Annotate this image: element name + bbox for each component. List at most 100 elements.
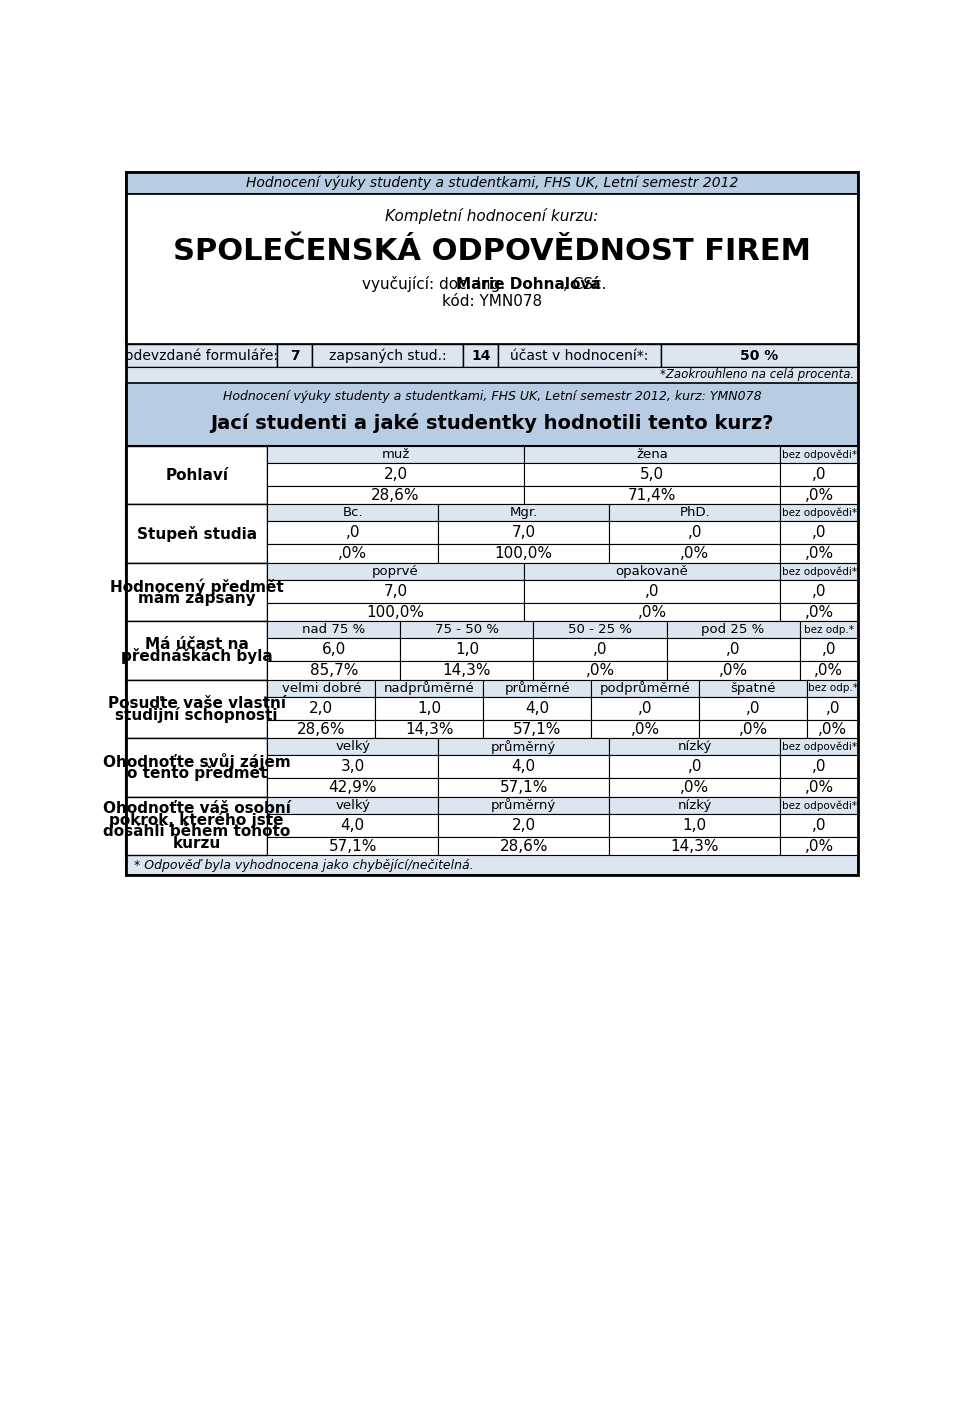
Text: SPOLEČENSKÁ ODPOVĚDNOST FIREM: SPOLEČENSKÁ ODPOVĚDNOST FIREM [173,237,811,267]
Bar [610,739,780,756]
Text: o tento předmět: o tento předmět [127,766,267,781]
Bar [126,344,277,367]
Bar [524,445,780,462]
Bar [267,521,439,544]
Text: 28,6%: 28,6% [499,839,548,854]
Text: průměrný: průměrný [492,798,557,812]
Text: 71,4%: 71,4% [628,488,676,503]
Text: muž: muž [381,448,410,461]
Bar [267,837,439,856]
Text: bez odpovědi*: bez odpovědi* [781,799,856,811]
Bar [126,504,858,563]
Text: Jací studenti a jaké studentky hodnotili tento kurz?: Jací studenti a jaké studentky hodnotili… [210,413,774,433]
Bar [610,504,780,521]
Text: ,0: ,0 [826,701,840,717]
Bar [800,621,858,638]
Bar [666,638,800,662]
Text: *Zaokrouhleno na celá procenta.: *Zaokrouhleno na celá procenta. [660,368,854,382]
Bar [524,563,780,580]
Bar [780,445,858,462]
Bar [780,462,858,486]
Text: bez odp.*: bez odp.* [804,625,853,635]
Bar [780,837,858,856]
Text: nad 75 %: nad 75 % [302,624,366,636]
Bar [126,797,267,856]
Bar [780,486,858,504]
Bar [267,486,524,504]
Bar [591,719,700,739]
Bar [807,719,858,739]
Text: mám zapsaný: mám zapsaný [138,590,255,606]
Text: 57,1%: 57,1% [499,780,548,795]
Text: 28,6%: 28,6% [297,722,346,736]
Text: 14,3%: 14,3% [670,839,719,854]
Text: pokrok, kterého jste: pokrok, kterého jste [109,812,284,829]
Text: Stupeň studia: Stupeň studia [136,525,256,541]
Text: velmi dobré: velmi dobré [281,681,361,695]
Bar [780,756,858,778]
Bar [400,662,534,680]
Bar [439,837,610,856]
Text: ,0: ,0 [746,701,760,717]
Bar [780,504,858,521]
Bar [780,544,858,563]
Text: průměrný: průměrný [492,740,557,754]
Text: Posuďte vaše vlastní: Posuďte vaše vlastní [108,695,286,711]
Text: ,0%: ,0% [804,488,833,503]
Bar [807,697,858,719]
Bar [126,445,858,504]
Text: ,0%: ,0% [804,839,833,854]
Bar [591,680,700,697]
Bar [126,680,858,739]
Bar [610,544,780,563]
Bar [375,680,483,697]
Bar [267,680,375,697]
Bar [126,680,267,739]
Text: Hodnocený předmět: Hodnocený předmět [109,577,283,594]
Text: průměrné: průměrné [505,681,570,695]
Bar [277,344,312,367]
Bar [534,638,666,662]
Bar [439,756,610,778]
Bar [439,778,610,797]
Bar [780,603,858,621]
Text: ,0%: ,0% [637,604,666,620]
Bar [534,621,666,638]
Text: ,0%: ,0% [718,663,748,679]
Bar [800,662,858,680]
Bar [312,344,464,367]
Text: ,0: ,0 [822,642,836,658]
Text: Ohodnoťte váš osobní: Ohodnoťte váš osobní [103,801,291,816]
Bar [126,173,858,194]
Text: ,0: ,0 [812,818,827,833]
Text: 2,0: 2,0 [512,818,536,833]
Text: ,0: ,0 [726,642,740,658]
Text: pod 25 %: pod 25 % [702,624,765,636]
Bar [267,719,375,739]
Bar [780,813,858,837]
Text: špatné: špatné [731,681,776,695]
Bar [439,544,610,563]
Text: PhD.: PhD. [680,506,710,520]
Text: ,0: ,0 [645,584,660,599]
Text: 3,0: 3,0 [341,759,365,774]
Bar [126,445,267,504]
Bar [780,739,858,756]
Bar [267,544,439,563]
Text: 1,0: 1,0 [683,818,707,833]
Bar [126,563,267,621]
Text: 7,0: 7,0 [512,525,536,541]
Text: ,0: ,0 [592,642,608,658]
Text: ,0%: ,0% [631,722,660,736]
Bar [400,621,534,638]
Bar [780,797,858,813]
Text: ,0: ,0 [638,701,653,717]
Text: bez odpovědi*: bez odpovědi* [781,742,856,752]
Text: studijní schopnosti: studijní schopnosti [115,707,278,724]
Bar [126,739,858,797]
Text: 50 %: 50 % [740,348,779,362]
Text: 14: 14 [471,348,491,362]
Text: ,0: ,0 [812,525,827,541]
Bar [660,344,858,367]
Bar [666,621,800,638]
